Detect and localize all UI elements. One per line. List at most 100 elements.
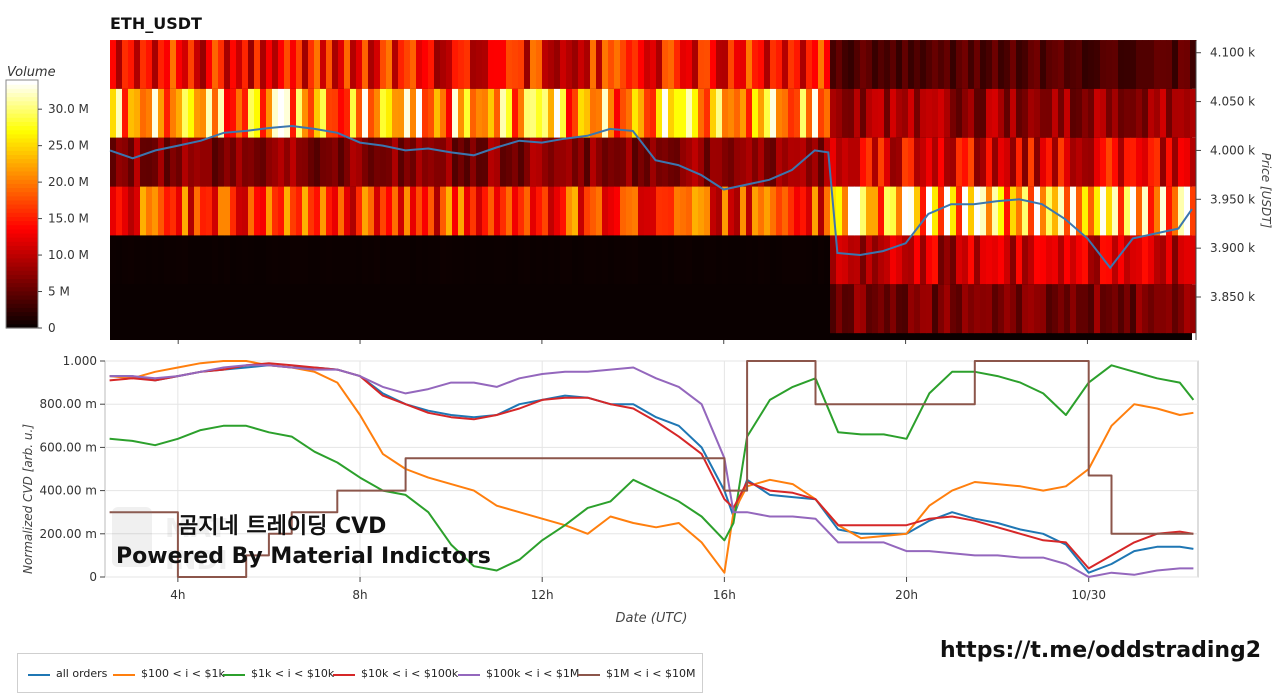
heatmap-cell [278, 40, 285, 89]
heatmap-cell [464, 40, 471, 89]
heatmap-cell [710, 137, 717, 187]
heatmap-cell [938, 40, 945, 89]
heatmap-cell [638, 137, 645, 187]
telegram-link[interactable]: https://t.me/oddstrading2 [940, 638, 1262, 663]
heatmap-cell [152, 186, 159, 236]
heatmap-cell [644, 40, 651, 89]
heatmap-cell [902, 284, 909, 334]
heatmap-cell [1064, 40, 1071, 89]
heatmap-cell [932, 137, 939, 187]
heatmap-cell [860, 88, 867, 138]
colorbar-tick-label: 20.0 M [48, 175, 89, 189]
heatmap-cell [332, 88, 339, 138]
heatmap-cell [398, 88, 405, 138]
heatmap-cell [176, 88, 183, 138]
watermark-korean: 곰지네 트레이딩 CVD [178, 514, 387, 539]
heatmap-cell [872, 284, 879, 334]
heatmap-cell [278, 88, 285, 138]
heatmap-cell [758, 88, 765, 138]
heatmap-cell [938, 88, 945, 138]
heatmap-cell [368, 235, 375, 285]
heatmap-cell [680, 186, 687, 236]
heatmap-cell [722, 137, 729, 187]
heatmap-cell [572, 40, 579, 89]
heatmap-cell [950, 137, 957, 187]
heatmap-cell [830, 235, 837, 285]
heatmap-cell [866, 186, 873, 236]
heatmap-cell [872, 88, 879, 138]
heatmap-cell [272, 235, 279, 285]
heatmap-cell [704, 88, 711, 138]
heatmap-cell [1052, 186, 1059, 236]
heatmap-cell [152, 137, 159, 187]
heatmap-cell [128, 137, 135, 187]
heatmap-cell [140, 284, 147, 334]
heatmap-cell [560, 186, 567, 236]
heatmap-cell [968, 186, 975, 236]
heatmap-cell [1058, 40, 1065, 89]
heatmap-cell [122, 186, 129, 236]
heatmap-cell [1052, 40, 1059, 89]
heatmap-cell [290, 186, 297, 236]
cvd-x-tick-label: 8h [352, 588, 367, 602]
heatmap-cell [656, 40, 663, 89]
heatmap-cell [446, 186, 453, 236]
heatmap-cell [254, 137, 261, 187]
heatmap-cell [482, 88, 489, 138]
heatmap-cell [872, 40, 879, 89]
heatmap-cell [956, 40, 963, 89]
heatmap-cell [614, 186, 621, 236]
heatmap-cell [680, 40, 687, 89]
heatmap-cell [704, 186, 711, 236]
heatmap-cell [1064, 186, 1071, 236]
heatmap-cell [974, 40, 981, 89]
heatmap-cell [422, 235, 429, 285]
heatmap-cell [332, 284, 339, 334]
heatmap-cell [602, 40, 609, 89]
colorbar-step [6, 191, 38, 197]
heatmap-cell [800, 40, 807, 89]
heatmap-cell [842, 137, 849, 187]
heatmap-cell [446, 137, 453, 187]
heatmap-cell [722, 235, 729, 285]
heatmap-cell [242, 88, 249, 138]
heatmap-cell [236, 137, 243, 187]
heatmap-cell [602, 284, 609, 334]
heatmap-cell [1160, 186, 1167, 236]
heatmap-cell [212, 40, 219, 89]
heatmap-cell [1088, 235, 1095, 285]
heatmap-cell [224, 40, 231, 89]
heatmap-cell [776, 40, 783, 89]
heatmap-cell [368, 284, 375, 334]
heatmap-cell [506, 137, 513, 187]
heatmap-cell [590, 88, 597, 138]
heatmap-cell [446, 284, 453, 334]
colorbar-step [6, 216, 38, 222]
heatmap-cell [548, 235, 555, 285]
heatmap-cell [566, 235, 573, 285]
heatmap-cell [416, 88, 423, 138]
colorbar-step [6, 113, 38, 118]
colorbar-tick-label: 15.0 M [48, 212, 89, 226]
heatmap-cell [374, 186, 381, 236]
heatmap-cell [332, 137, 339, 187]
heatmap-cell [194, 186, 201, 236]
heatmap-cell [266, 186, 273, 236]
heatmap-cell [944, 186, 951, 236]
heatmap-cell [212, 137, 219, 187]
heatmap-cell [458, 186, 465, 236]
heatmap-cell [734, 235, 741, 285]
heatmap-cell [218, 235, 225, 285]
heatmap-cell [1046, 40, 1053, 89]
heatmap-cell [1130, 186, 1137, 236]
heatmap-cell [1076, 235, 1083, 285]
heatmap-cell [566, 88, 573, 138]
heatmap-cell [488, 284, 495, 334]
heatmap-cell [836, 284, 843, 334]
heatmap-cell [344, 40, 351, 89]
heatmap-cell [656, 137, 663, 187]
price-tick-label: 4.100 k [1210, 46, 1255, 60]
heatmap-cell [578, 88, 585, 138]
heatmap-cell [704, 40, 711, 89]
cvd-series-s10k [109, 362, 1194, 570]
